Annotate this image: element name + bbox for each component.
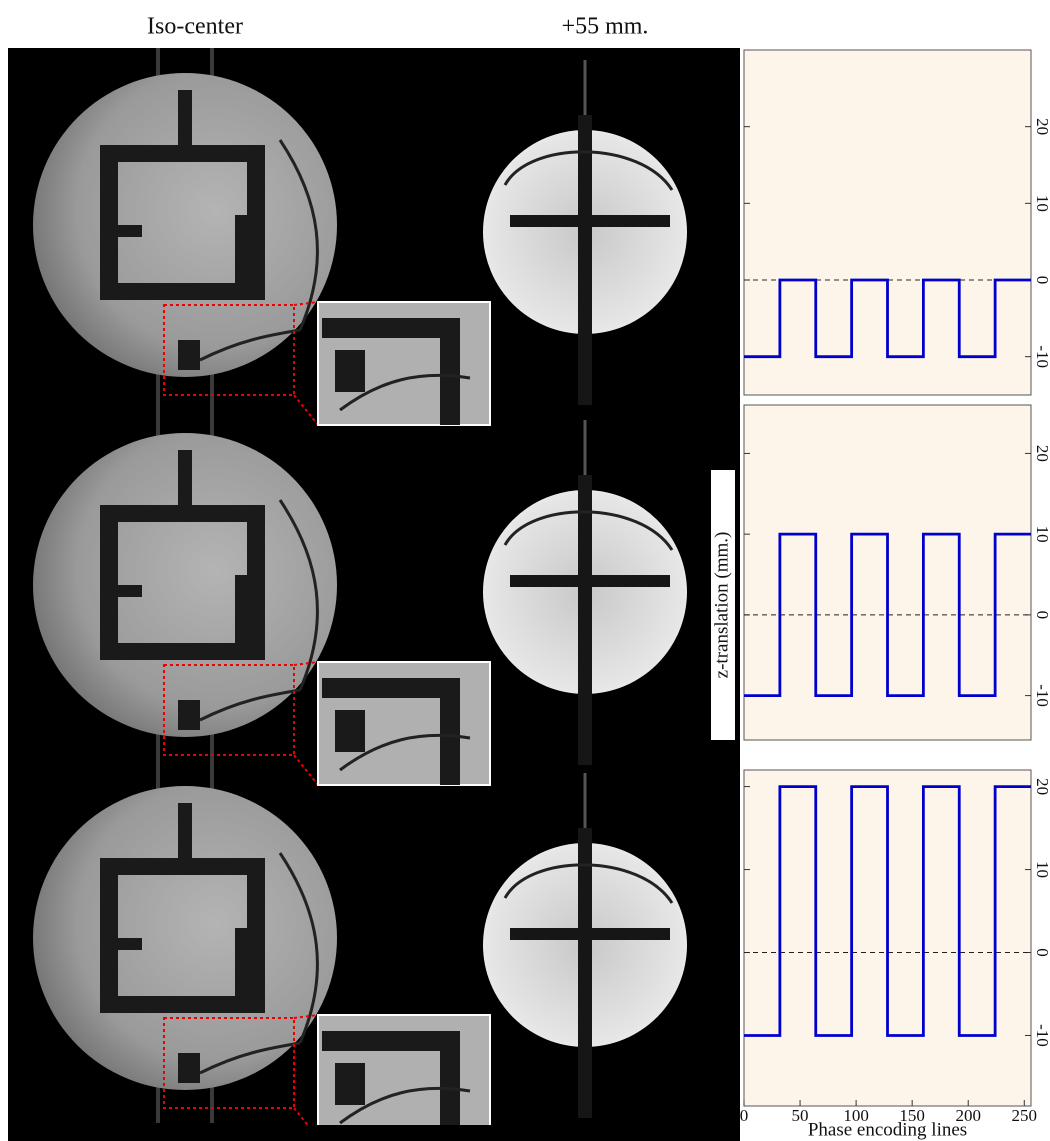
y-axis-label: z-translation (mm.) bbox=[711, 532, 732, 679]
y-tick-label: 20 bbox=[1033, 445, 1050, 462]
mri-edge bbox=[8, 1125, 740, 1141]
y-tick-label: 0 bbox=[1033, 948, 1050, 957]
x-tick-label: 250 bbox=[1012, 1106, 1038, 1125]
column-title: +55 mm. bbox=[562, 14, 649, 40]
x-axis-label: Phase encoding lines bbox=[808, 1119, 967, 1140]
figure: Iso-center +55 mm. -10 0 10 20 -10 0 10 20 z-tra… bbox=[0, 0, 1050, 1141]
y-tick-label: 20 bbox=[1033, 118, 1050, 135]
y-tick-label: 10 bbox=[1033, 861, 1050, 878]
x-tick-label: 50 bbox=[792, 1106, 809, 1125]
x-tick-label: 0 bbox=[740, 1106, 749, 1125]
y-tick-label: 10 bbox=[1033, 526, 1050, 543]
y-tick-label: 0 bbox=[1033, 611, 1050, 620]
y-tick-label: -10 bbox=[1033, 684, 1050, 707]
y-tick-label: 20 bbox=[1033, 778, 1050, 795]
column-title: Iso-center bbox=[147, 14, 243, 40]
y-tick-label: 10 bbox=[1033, 195, 1050, 212]
y-tick-label: -10 bbox=[1033, 1024, 1050, 1047]
y-tick-label: -10 bbox=[1033, 345, 1050, 368]
y-tick-label: 0 bbox=[1033, 276, 1050, 285]
